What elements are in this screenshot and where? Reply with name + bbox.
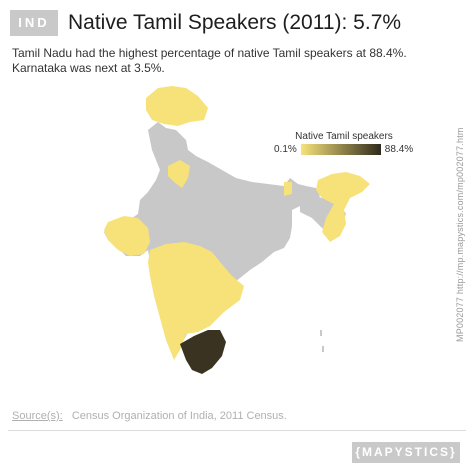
sources-label[interactable]: Source(s): [12, 410, 63, 422]
subtitle: Tamil Nadu had the highest percentage of… [12, 46, 407, 75]
region-northeast-yellow [316, 172, 370, 242]
side-url: MP002077 http://mp.mapystics.com/mp00207… [455, 127, 465, 342]
legend-min-label: 0.1% [274, 144, 297, 155]
region-maharashtra-south [148, 242, 244, 360]
region-small-north [284, 182, 292, 196]
page-title: Native Tamil Speakers (2011): 5.7% [68, 11, 402, 34]
legend-max-label: 88.4% [384, 144, 414, 155]
region-delhi-haryana [168, 160, 190, 188]
divider [8, 430, 466, 431]
sources-text: Census Organization of India, 2011 Censu… [71, 410, 287, 422]
country-badge: IND [10, 10, 58, 36]
region-jammu-kashmir [146, 86, 208, 126]
region-tamil-nadu [180, 330, 226, 374]
legend: Native Tamil speakers 0.1% 88.4% [274, 131, 414, 155]
region-islands [320, 330, 324, 352]
region-gujarat [104, 216, 150, 256]
sources: Source(s): Census Organization of India,… [12, 410, 287, 422]
brand-logo: {MAPYSTICS} [352, 442, 460, 463]
header: IND Native Tamil Speakers (2011): 5.7% [10, 8, 401, 38]
legend-title: Native Tamil speakers [295, 131, 393, 142]
legend-scale: 0.1% 88.4% [274, 144, 414, 155]
legend-gradient-bar [300, 144, 381, 155]
